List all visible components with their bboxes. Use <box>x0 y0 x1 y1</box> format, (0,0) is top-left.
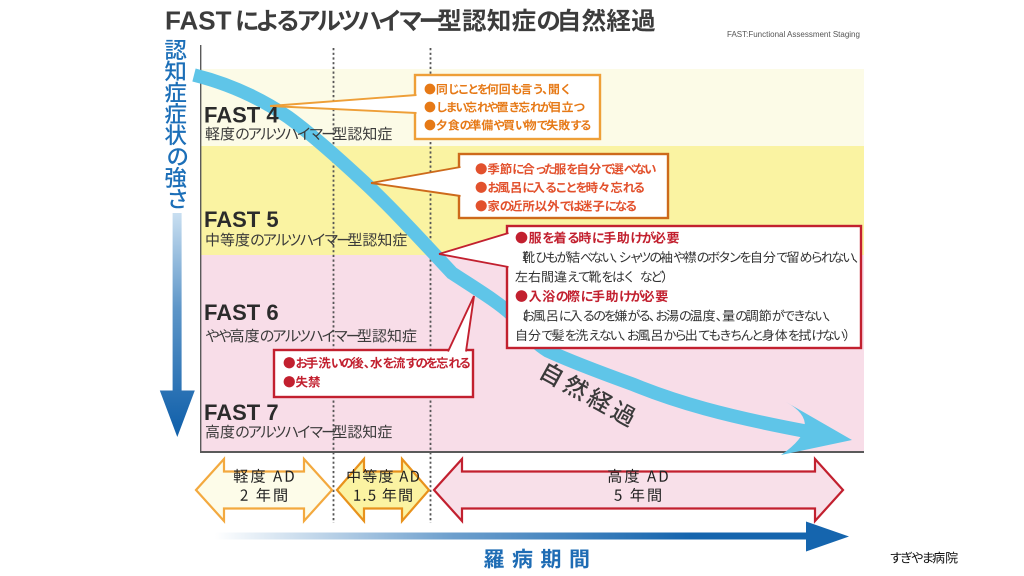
svg-text:FAST: FAST <box>165 6 232 36</box>
svg-text:FAST 4: FAST 4 <box>204 103 279 128</box>
svg-text:FAST 5: FAST 5 <box>204 207 279 232</box>
svg-text:FAST:Functional Assessment Sta: FAST:Functional Assessment Staging <box>727 30 860 39</box>
svg-text:FAST 7: FAST 7 <box>204 400 279 425</box>
svg-text:FAST 6: FAST 6 <box>204 300 279 325</box>
